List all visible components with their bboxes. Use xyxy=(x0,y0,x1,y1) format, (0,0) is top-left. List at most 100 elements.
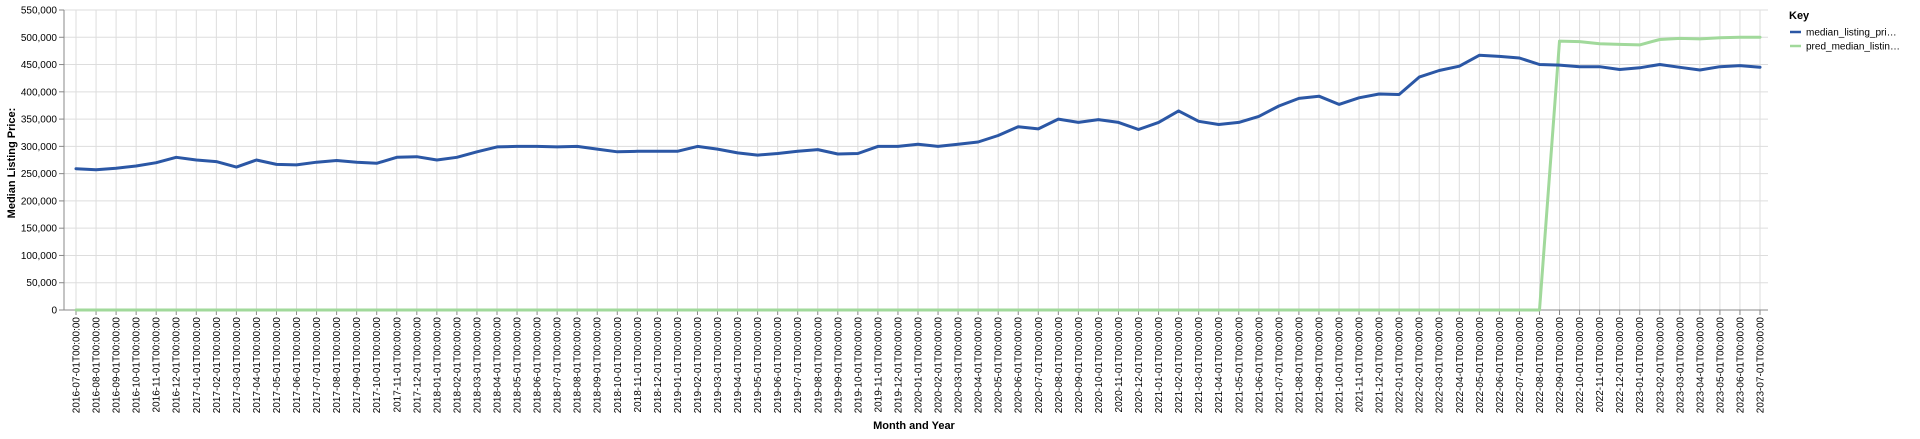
x-tick-label: 2019-12-01T00:00:00 xyxy=(893,317,904,414)
x-tick-label: 2023-03-01T00:00:00 xyxy=(1675,317,1686,414)
x-tick-label: 2021-12-01T00:00:00 xyxy=(1375,317,1386,414)
x-tick-label: 2017-02-01T00:00:00 xyxy=(212,317,223,414)
x-tick-label: 2018-05-01T00:00:00 xyxy=(513,317,524,414)
x-tick-label: 2018-01-01T00:00:00 xyxy=(432,317,443,414)
axes: 0 50,000 100,000 150,000 200,000 250,000 300,0… xyxy=(21,6,1768,414)
y-tick-label: 150,000 xyxy=(21,224,58,235)
legend-title: Key xyxy=(1789,10,1810,22)
x-tick-label: 2023-06-01T00:00:00 xyxy=(1735,317,1746,414)
x-tick-label: 2019-10-01T00:00:00 xyxy=(853,317,864,414)
x-tick-label: 2018-08-01T00:00:00 xyxy=(573,317,584,414)
x-axis-title: Month and Year xyxy=(873,420,955,432)
x-tick-label: 2016-08-01T00:00:00 xyxy=(92,317,103,414)
x-tick-label: 2020-03-01T00:00:00 xyxy=(954,317,965,414)
y-tick-label: 500,000 xyxy=(21,33,58,44)
x-tick-label: 2019-01-01T00:00:00 xyxy=(673,317,684,414)
x-tick-label: 2019-06-01T00:00:00 xyxy=(773,317,784,414)
y-tick-label: 300,000 xyxy=(21,142,58,153)
x-tick-label: 2020-08-01T00:00:00 xyxy=(1054,317,1065,414)
x-tick-label: 2022-05-01T00:00:00 xyxy=(1475,317,1486,414)
x-tick-label: 2018-09-01T00:00:00 xyxy=(593,317,604,414)
x-tick-label: 2018-07-01T00:00:00 xyxy=(553,317,564,414)
x-tick-label: 2021-04-01T00:00:00 xyxy=(1214,317,1225,414)
x-tick-label: 2022-11-01T00:00:00 xyxy=(1595,317,1606,413)
x-tick-label: 2022-04-01T00:00:00 xyxy=(1455,317,1466,414)
x-tick-label: 2020-05-01T00:00:00 xyxy=(994,317,1005,414)
x-tick-label: 2021-06-01T00:00:00 xyxy=(1254,317,1265,414)
x-tick-label: 2017-03-01T00:00:00 xyxy=(232,317,243,414)
x-tick-label: 2018-10-01T00:00:00 xyxy=(613,317,624,414)
x-tick-label: 2017-08-01T00:00:00 xyxy=(332,317,343,414)
x-tick-label: 2022-10-01T00:00:00 xyxy=(1575,317,1586,414)
x-tick-label: 2023-04-01T00:00:00 xyxy=(1695,317,1706,414)
x-tick-label: 2022-06-01T00:00:00 xyxy=(1495,317,1506,414)
x-tick-label: 2022-01-01T00:00:00 xyxy=(1395,317,1406,414)
x-tick-label: 2017-04-01T00:00:00 xyxy=(252,317,263,414)
x-tick-label: 2016-09-01T00:00:00 xyxy=(112,317,123,414)
y-tick-label: 100,000 xyxy=(21,251,58,262)
x-tick-label: 2021-09-01T00:00:00 xyxy=(1314,317,1325,414)
y-tick-label: 0 xyxy=(51,306,57,317)
x-tick-label: 2018-11-01T00:00:00 xyxy=(633,317,644,413)
x-tick-label: 2019-03-01T00:00:00 xyxy=(713,317,724,414)
x-tick-label: 2016-11-01T00:00:00 xyxy=(152,317,163,413)
x-tick-label: 2020-09-01T00:00:00 xyxy=(1074,317,1085,414)
x-tick-label: 2021-03-01T00:00:00 xyxy=(1194,317,1205,414)
x-tick-label: 2017-01-01T00:00:00 xyxy=(192,317,203,414)
x-tick-label: 2023-02-01T00:00:00 xyxy=(1655,317,1666,414)
x-tick-label: 2020-07-01T00:00:00 xyxy=(1034,317,1045,414)
x-tick-label: 2022-12-01T00:00:00 xyxy=(1615,317,1626,414)
legend-label: median_listing_pri… xyxy=(1806,28,1897,39)
x-tick-label: 2023-01-01T00:00:00 xyxy=(1635,317,1646,414)
y-tick-label: 550,000 xyxy=(21,6,58,17)
y-tick-label: 450,000 xyxy=(21,60,58,71)
x-tick-label: 2016-12-01T00:00:00 xyxy=(172,317,183,414)
x-tick-label: 2018-12-01T00:00:00 xyxy=(653,317,664,414)
x-tick-label: 2020-04-01T00:00:00 xyxy=(974,317,985,414)
y-tick-label: 50,000 xyxy=(26,278,57,289)
x-tick-label: 2020-10-01T00:00:00 xyxy=(1094,317,1105,414)
series-lines xyxy=(74,35,1762,312)
x-tick-label: 2019-09-01T00:00:00 xyxy=(833,317,844,414)
x-tick-label: 2019-02-01T00:00:00 xyxy=(693,317,704,414)
x-tick-label: 2020-02-01T00:00:00 xyxy=(934,317,945,414)
y-axis-title: Median Listing Price: xyxy=(6,108,18,219)
x-tick-label: 2021-11-01T00:00:00 xyxy=(1355,317,1366,413)
y-tick-label: 200,000 xyxy=(21,196,58,207)
x-tick-label: 2022-08-01T00:00:00 xyxy=(1535,317,1546,414)
x-tick-label: 2022-02-01T00:00:00 xyxy=(1415,317,1426,414)
x-tick-label: 2018-03-01T00:00:00 xyxy=(472,317,483,414)
x-tick-label: 2023-07-01T00:00:00 xyxy=(1756,317,1767,414)
x-tick-label: 2022-07-01T00:00:00 xyxy=(1515,317,1526,414)
gridlines xyxy=(64,9,1768,311)
legend: Key median_listing_pri… pred_median_listi… xyxy=(1789,10,1900,53)
x-tick-label: 2016-07-01T00:00:00 xyxy=(72,317,83,414)
x-tick-label: 2021-08-01T00:00:00 xyxy=(1294,317,1305,414)
series-line-median-listing-price xyxy=(74,53,1762,172)
x-tick-label: 2017-06-01T00:00:00 xyxy=(292,317,303,414)
x-tick-label: 2020-06-01T00:00:00 xyxy=(1014,317,1025,414)
series-line-pred-median-listing-price xyxy=(74,35,1762,312)
x-tick-label: 2017-09-01T00:00:00 xyxy=(352,317,363,414)
x-tick-label: 2021-05-01T00:00:00 xyxy=(1234,317,1245,414)
x-tick-label: 2019-04-01T00:00:00 xyxy=(733,317,744,414)
x-tick-label: 2021-01-01T00:00:00 xyxy=(1154,317,1165,414)
x-tick-label: 2018-06-01T00:00:00 xyxy=(533,317,544,414)
x-tick-label: 2023-05-01T00:00:00 xyxy=(1715,317,1726,414)
x-tick-label: 2020-12-01T00:00:00 xyxy=(1134,317,1145,414)
x-tick-label: 2017-11-01T00:00:00 xyxy=(392,317,403,413)
y-tick-label: 350,000 xyxy=(21,115,58,126)
y-tick-label: 400,000 xyxy=(21,87,58,98)
x-tick-label: 2022-09-01T00:00:00 xyxy=(1555,317,1566,414)
x-tick-label: 2019-08-01T00:00:00 xyxy=(813,317,824,414)
x-tick-label: 2019-07-01T00:00:00 xyxy=(793,317,804,414)
x-tick-label: 2016-10-01T00:00:00 xyxy=(132,317,143,414)
x-tick-label: 2017-12-01T00:00:00 xyxy=(412,317,423,414)
x-tick-label: 2021-10-01T00:00:00 xyxy=(1335,317,1346,414)
y-tick-label: 250,000 xyxy=(21,169,58,180)
x-tick-label: 2017-10-01T00:00:00 xyxy=(372,317,383,414)
x-tick-label: 2021-02-01T00:00:00 xyxy=(1174,317,1185,414)
x-tick-label: 2021-07-01T00:00:00 xyxy=(1274,317,1285,414)
